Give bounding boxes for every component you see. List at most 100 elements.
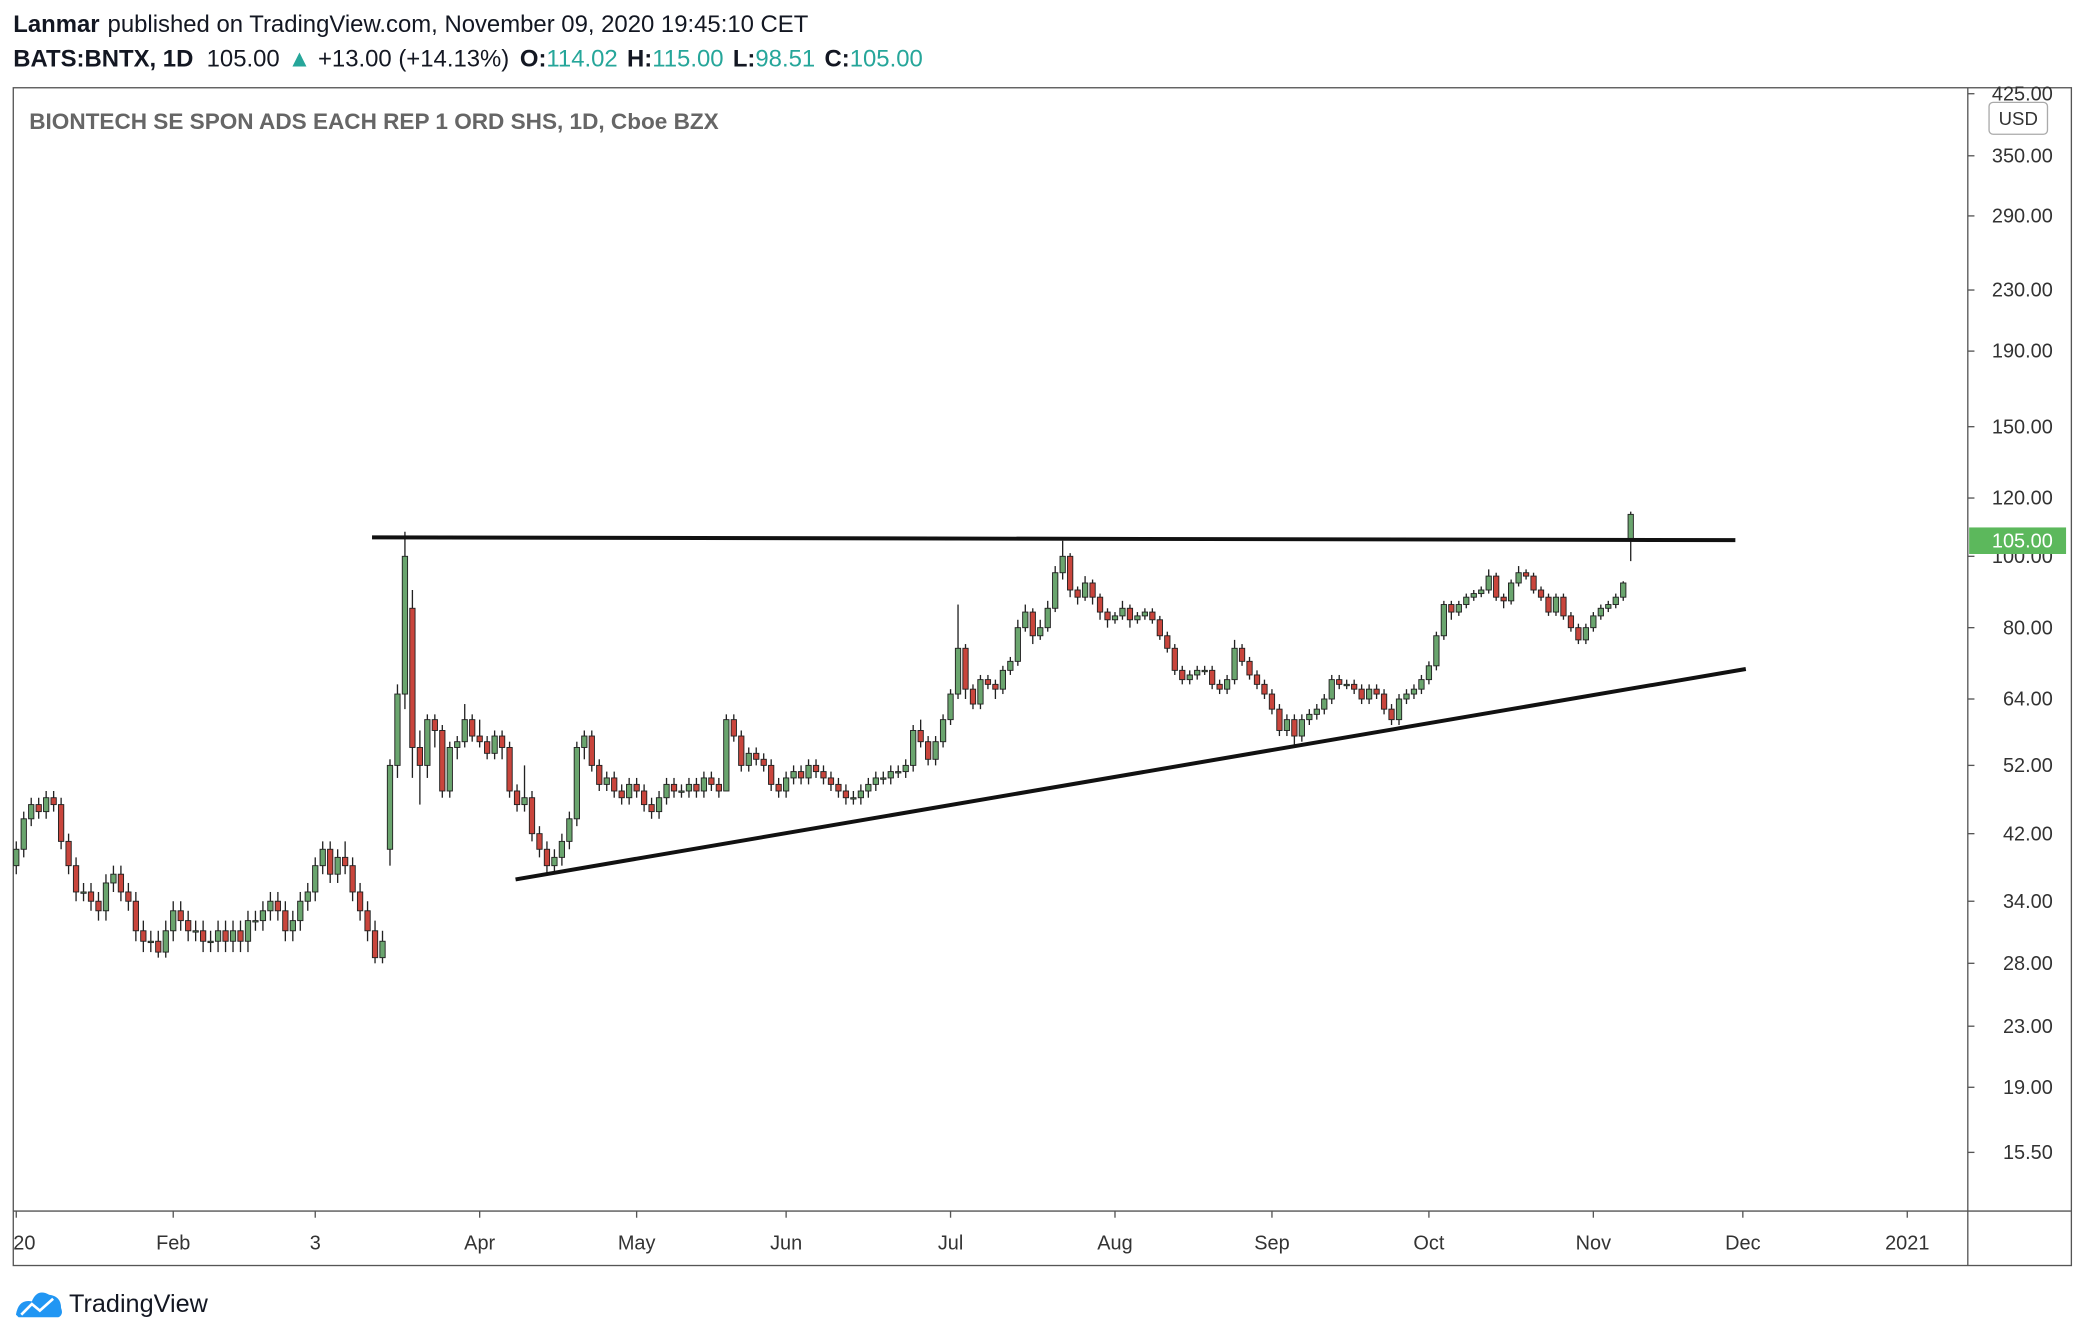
candle-body — [954, 647, 962, 695]
candle-body — [1022, 611, 1029, 629]
candle-body — [1216, 683, 1223, 690]
candle-body — [1343, 683, 1350, 687]
candle-body — [110, 873, 117, 884]
candle-body — [319, 848, 326, 867]
candle-body — [1313, 708, 1320, 715]
candle-body — [312, 865, 319, 893]
y-tick-label: 42.00 — [2003, 823, 2053, 845]
y-tick-label: 80.00 — [2003, 617, 2053, 639]
candle-body — [1223, 679, 1231, 690]
chart-frame — [12, 87, 2073, 1267]
candle-body — [342, 856, 349, 867]
candle-body — [999, 669, 1006, 690]
candle-body — [1298, 719, 1305, 737]
candle-body — [416, 746, 424, 766]
candle-body — [72, 865, 80, 893]
candle-body — [1380, 693, 1388, 710]
arrow: ▲ — [288, 46, 312, 73]
logo-cloud — [15, 1292, 62, 1318]
x-tick-label: Apr — [464, 1233, 495, 1255]
candle-body — [394, 693, 401, 766]
candle-body — [1126, 607, 1134, 621]
candle-body — [1358, 688, 1365, 700]
plot-area — [13, 511, 1747, 964]
candle-body — [566, 818, 573, 842]
candle-body — [513, 790, 521, 806]
candle-body — [431, 719, 438, 731]
symbol: BATS:BNTX, 1D — [13, 46, 193, 73]
y-tick-label: 425.00 — [1992, 83, 2053, 105]
candle-body — [304, 891, 311, 902]
candle-body — [1582, 627, 1589, 641]
candle-body — [1403, 693, 1410, 700]
candle-body — [947, 693, 954, 721]
y-tick-label: 350.00 — [1992, 145, 2053, 167]
candle-body — [371, 930, 379, 959]
candle-body — [252, 920, 259, 923]
candle-body — [1605, 604, 1612, 609]
candle-body — [1209, 669, 1216, 685]
candle-body — [969, 688, 977, 705]
candle-body — [910, 730, 917, 766]
candle-body — [895, 771, 902, 774]
y-tick-label: 230.00 — [1992, 280, 2053, 302]
logo — [15, 1292, 62, 1318]
candle-body — [454, 741, 461, 748]
candle-body — [1089, 582, 1096, 598]
candle-body — [1081, 582, 1089, 598]
candle-body — [401, 555, 409, 695]
candle-body — [917, 730, 924, 743]
candle-body — [192, 930, 199, 933]
candle-body — [1418, 679, 1425, 690]
candle-body — [349, 865, 356, 893]
candle-body — [1575, 627, 1582, 641]
candle-body — [880, 777, 887, 780]
x-tick-label: 20 — [13, 1233, 35, 1255]
candle-body — [1463, 596, 1470, 606]
candle-body — [521, 797, 528, 806]
candle-body — [1590, 615, 1597, 629]
candle-body — [498, 735, 506, 748]
brand: TradingView — [69, 1290, 209, 1318]
candle-body — [1179, 669, 1186, 681]
candle-body — [446, 746, 453, 792]
candle-body — [1067, 555, 1074, 591]
candle-body — [655, 797, 663, 813]
x-tick-label: May — [618, 1233, 656, 1255]
candle-body — [297, 900, 304, 922]
ohlc-label: H: — [627, 46, 652, 73]
candle-body — [626, 783, 633, 799]
candle-body — [633, 783, 640, 792]
x-tick-label: Oct — [1413, 1233, 1444, 1255]
x-tick-label: Aug — [1097, 1233, 1132, 1255]
candle-body — [1037, 627, 1044, 637]
candle-body — [1530, 575, 1537, 591]
ohlc-value: 114.02 — [546, 46, 617, 73]
candle-body — [685, 783, 693, 792]
candle-body — [334, 856, 341, 875]
candle-body — [95, 900, 102, 912]
candle-body — [790, 771, 797, 779]
candle-body — [1455, 604, 1462, 613]
x-tick-label: Dec — [1725, 1233, 1760, 1255]
x-tick-label: Jul — [938, 1233, 963, 1255]
candle-body — [835, 783, 842, 792]
candle-body — [1268, 693, 1276, 710]
candle-body — [102, 882, 110, 912]
candle-body — [1515, 572, 1522, 584]
candle-body — [640, 790, 648, 806]
y-tick-label: 23.00 — [2003, 1016, 2053, 1038]
candle-body — [715, 783, 722, 792]
candle-body — [132, 900, 139, 932]
candle-body — [1620, 582, 1627, 598]
candle-body — [289, 920, 296, 932]
candle-body — [581, 735, 588, 748]
ohlc-value: 115.00 — [652, 46, 723, 73]
candle-body — [35, 804, 42, 813]
candle-body — [117, 873, 125, 893]
trend-line — [372, 535, 1736, 543]
candle-body — [1134, 615, 1141, 621]
candle-body — [87, 891, 95, 902]
